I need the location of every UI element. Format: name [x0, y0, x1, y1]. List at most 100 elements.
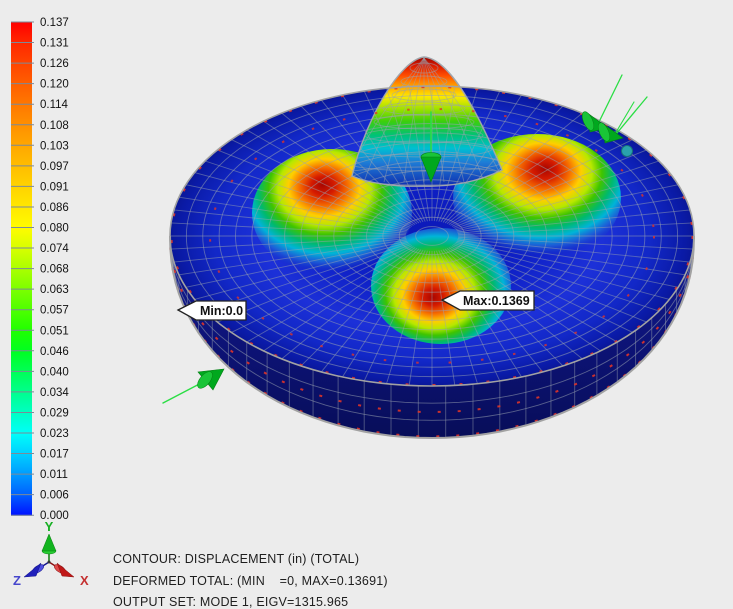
- arrow-cone-base-tr2: [597, 122, 611, 142]
- mesh-spoke: [438, 250, 501, 382]
- legend-color-cell: [11, 206, 32, 228]
- mesh-spoke: [217, 149, 411, 228]
- legend-color-cell: [11, 412, 32, 434]
- mesh-spoke: [281, 247, 418, 360]
- legend-color-cell: [11, 145, 32, 167]
- legend-label: 0.006: [40, 490, 69, 502]
- legend-label: 0.091: [40, 181, 69, 193]
- mesh-spoke: [320, 99, 422, 223]
- legend-label: 0.046: [40, 346, 69, 358]
- legend-label: 0.114: [40, 99, 69, 111]
- rim-outline: [169, 235, 695, 440]
- node-sphere: [621, 145, 633, 157]
- peak-spoke: [423, 57, 502, 183]
- arrow-line-tr1: [597, 74, 623, 125]
- mesh-spoke: [453, 244, 647, 323]
- mesh-spoke: [178, 196, 407, 233]
- legend-color-cell: [11, 350, 32, 372]
- triad-y-label: Y: [45, 519, 54, 534]
- legend-label: 0.131: [40, 38, 69, 50]
- arrow-cone-base-bl: [197, 371, 213, 389]
- mesh-spoke: [433, 250, 456, 386]
- mesh-spoke: [454, 160, 660, 229]
- mesh-spoke: [170, 236, 406, 250]
- triad-z-label: Z: [13, 573, 21, 588]
- mesh-spoke: [438, 90, 501, 222]
- legend-label: 0.068: [40, 264, 69, 276]
- mesh-spoke: [458, 236, 694, 250]
- triad-origin: [47, 560, 51, 564]
- legend-color-cell: [11, 289, 32, 311]
- legend-color-cell: [11, 83, 32, 105]
- legend-color-cell: [11, 22, 32, 44]
- max-callout-label: Max:0.1369: [463, 294, 530, 308]
- mesh-spoke: [436, 250, 478, 384]
- legend-label: 0.034: [40, 387, 69, 399]
- mesh-spoke: [178, 239, 407, 276]
- mesh-spoke: [300, 105, 420, 224]
- mesh-spoke: [194, 172, 409, 231]
- model-3d-view[interactable]: Min:0.0 Max:0.1369: [162, 56, 695, 440]
- mesh-spoke: [451, 139, 633, 227]
- legend-color-cell: [11, 474, 32, 496]
- inner-constraint-dashes: [209, 108, 655, 364]
- legend-color-cell: [11, 494, 32, 516]
- mesh-spoke: [342, 249, 424, 378]
- contour-status-line: CONTOUR: DISPLACEMENT (in) (TOTAL): [113, 552, 360, 566]
- legend-color-cell: [11, 124, 32, 146]
- legend-color-cell: [11, 453, 32, 475]
- peak-spoke: [423, 57, 485, 183]
- coordinate-triad: Y X Z: [13, 519, 89, 588]
- mesh-spoke: [455, 172, 670, 231]
- contour-legend: 0.137 0.131 0.126 0.120 0.114 0.108 0.103 0.097…: [11, 17, 69, 522]
- triad-x-cone: [56, 562, 75, 578]
- legend-label: 0.023: [40, 428, 69, 440]
- legend-color-cell: [11, 227, 32, 249]
- peak-spoke: [403, 57, 425, 183]
- mesh-spoke: [342, 94, 424, 223]
- rim-wall: [170, 236, 694, 438]
- mesh-spoke: [448, 120, 601, 225]
- legend-color-cell: [11, 42, 32, 64]
- legend-color-cell: [11, 309, 32, 331]
- mesh-ring: [415, 226, 449, 246]
- mesh-spoke: [457, 209, 691, 234]
- rim-ring: [169, 235, 695, 421]
- deformed-status-line: DEFORMED TOTAL: (MIN =0, MAX=0.13691): [113, 574, 388, 588]
- legend-label: 0.017: [40, 449, 69, 461]
- mesh-spoke: [217, 244, 411, 323]
- mesh-spoke: [457, 238, 691, 263]
- triad-y-cone: [41, 533, 57, 552]
- output-set-status-line: OUTPUT SET: MODE 1, EIGV=1315.965: [113, 595, 349, 609]
- legend-label: 0.074: [40, 243, 69, 255]
- legend-label: 0.080: [40, 223, 69, 235]
- legend-label: 0.097: [40, 161, 69, 173]
- legend-label: 0.011: [40, 469, 68, 481]
- load-arrows: [162, 74, 648, 404]
- mesh-spoke: [442, 99, 544, 223]
- mesh-spoke: [204, 243, 410, 312]
- mesh-spoke: [246, 246, 414, 343]
- arrow-line-tr2: [616, 96, 648, 134]
- mesh-spoke: [408, 86, 431, 222]
- mesh-spoke: [440, 249, 522, 378]
- rim-bottom-outline: [169, 235, 695, 440]
- min-callout-label: Min:0.0: [200, 304, 243, 318]
- mesh-spoke: [263, 120, 416, 225]
- legend-label: 0.057: [40, 305, 69, 317]
- mesh-spoke: [444, 105, 564, 224]
- rim-ring: [169, 235, 695, 404]
- legend-label: 0.103: [40, 140, 69, 152]
- mesh-spoke: [386, 88, 428, 222]
- triad-x-label: X: [80, 573, 89, 588]
- mesh-spoke: [231, 245, 413, 333]
- legend-label: 0.137: [40, 17, 69, 29]
- legend-color-cell: [11, 268, 32, 290]
- legend-color-cell: [11, 165, 32, 187]
- mesh-spoke: [454, 243, 660, 312]
- arrow-cone-base-tr1: [581, 111, 595, 131]
- legend-label: 0.086: [40, 202, 69, 214]
- max-callout: Max:0.1369: [440, 290, 535, 311]
- legend-label: 0.029: [40, 407, 69, 419]
